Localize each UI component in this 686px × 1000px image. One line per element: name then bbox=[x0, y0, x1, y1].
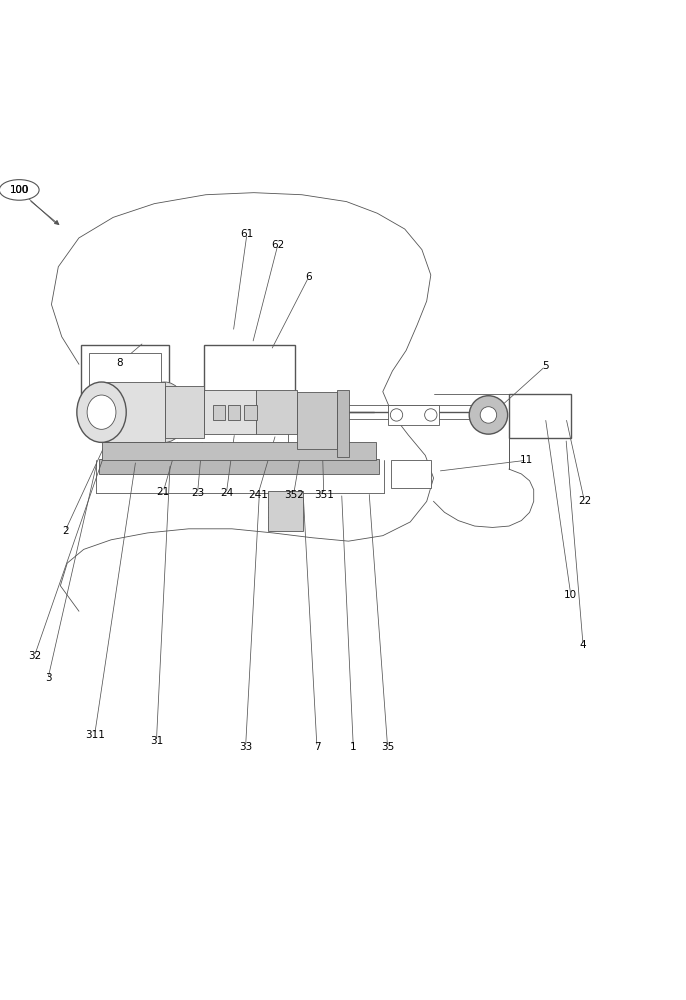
Text: 8: 8 bbox=[117, 358, 123, 368]
Text: 11: 11 bbox=[520, 455, 534, 465]
Bar bbox=[391, 460, 431, 488]
Bar bbox=[99, 459, 379, 474]
Bar bbox=[228, 405, 240, 420]
Ellipse shape bbox=[0, 180, 39, 200]
Bar bbox=[165, 386, 204, 438]
Text: 6: 6 bbox=[305, 272, 312, 282]
Ellipse shape bbox=[390, 409, 403, 421]
Bar bbox=[244, 405, 257, 420]
Circle shape bbox=[469, 396, 508, 434]
Text: 351: 351 bbox=[314, 490, 333, 500]
Ellipse shape bbox=[77, 382, 126, 442]
Bar bbox=[89, 353, 161, 404]
Text: 62: 62 bbox=[271, 240, 285, 250]
Bar bbox=[81, 345, 169, 412]
Text: 4: 4 bbox=[580, 640, 587, 650]
Bar bbox=[337, 390, 349, 457]
Text: 22: 22 bbox=[578, 496, 591, 506]
Bar bbox=[204, 345, 295, 419]
Circle shape bbox=[480, 407, 497, 423]
Bar bbox=[509, 394, 571, 438]
Text: 7: 7 bbox=[314, 742, 320, 752]
Text: 32: 32 bbox=[27, 651, 41, 661]
Text: 100: 100 bbox=[10, 185, 29, 195]
Text: 33: 33 bbox=[239, 742, 252, 752]
Ellipse shape bbox=[425, 409, 437, 421]
Bar bbox=[297, 392, 337, 449]
Text: 100: 100 bbox=[10, 185, 29, 195]
Bar bbox=[388, 405, 439, 425]
Text: 311: 311 bbox=[85, 730, 104, 740]
Text: 35: 35 bbox=[381, 742, 394, 752]
Bar bbox=[204, 390, 256, 434]
Text: 241: 241 bbox=[248, 490, 268, 500]
Bar bbox=[102, 382, 165, 442]
Text: 5: 5 bbox=[542, 361, 549, 371]
Ellipse shape bbox=[142, 382, 187, 442]
Text: 23: 23 bbox=[191, 488, 204, 498]
Bar bbox=[213, 405, 225, 420]
Text: 3: 3 bbox=[45, 673, 51, 683]
Text: 2: 2 bbox=[62, 526, 69, 536]
Text: 10: 10 bbox=[564, 590, 578, 600]
Text: 31: 31 bbox=[150, 736, 163, 746]
Bar bbox=[268, 491, 303, 531]
Bar bbox=[256, 390, 297, 434]
Text: 24: 24 bbox=[220, 488, 233, 498]
Text: 21: 21 bbox=[156, 487, 170, 497]
Bar bbox=[102, 442, 376, 460]
Text: 1: 1 bbox=[350, 742, 357, 752]
Ellipse shape bbox=[87, 395, 116, 429]
Text: 352: 352 bbox=[284, 490, 303, 500]
Text: 61: 61 bbox=[240, 229, 254, 239]
